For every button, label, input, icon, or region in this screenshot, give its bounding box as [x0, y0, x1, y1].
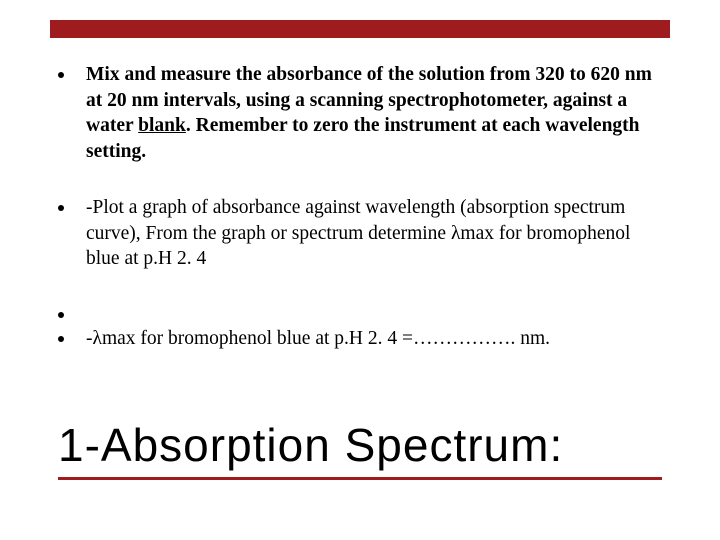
bullet-text: Mix and measure the absorbance of the so…: [86, 62, 662, 165]
title-area: 1-Absorption Spectrum:: [58, 421, 662, 480]
bullet-text: -Plot a graph of absorbance against wave…: [86, 195, 662, 272]
bullet-dot-icon: [58, 205, 64, 211]
content-area: Mix and measure the absorbance of the so…: [58, 62, 662, 382]
title-underline-rule: [58, 477, 662, 480]
bullet-dot-icon: [58, 336, 64, 342]
bullet-item: Mix and measure the absorbance of the so…: [58, 62, 662, 165]
bullet-text: -λmax for bromophenol blue at p.H 2. 4 =…: [86, 326, 662, 352]
text-segment-underline: blank: [138, 115, 186, 136]
top-accent-bar: [50, 20, 670, 38]
bullet-item: -λmax for bromophenol blue at p.H 2. 4 =…: [58, 326, 662, 352]
text-segment: -Plot a graph of absorbance against wave…: [86, 197, 630, 269]
bullet-dot-icon: [58, 72, 64, 78]
bullet-item: -Plot a graph of absorbance against wave…: [58, 195, 662, 272]
slide: Mix and measure the absorbance of the so…: [0, 0, 720, 540]
bullet-item-empty: [58, 302, 662, 318]
text-segment: -λmax for bromophenol blue at p.H 2. 4 =…: [86, 328, 550, 349]
bullet-dot-icon: [58, 312, 64, 318]
slide-title: 1-Absorption Spectrum:: [58, 421, 662, 475]
